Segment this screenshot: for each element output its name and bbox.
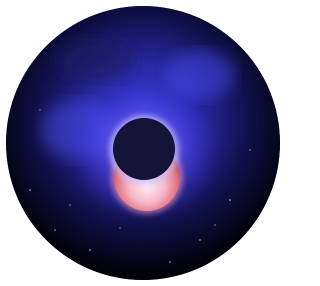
scene: [0, 0, 282, 286]
dark-cloud: [55, 38, 135, 82]
moon: [113, 118, 175, 180]
page: [0, 0, 320, 286]
